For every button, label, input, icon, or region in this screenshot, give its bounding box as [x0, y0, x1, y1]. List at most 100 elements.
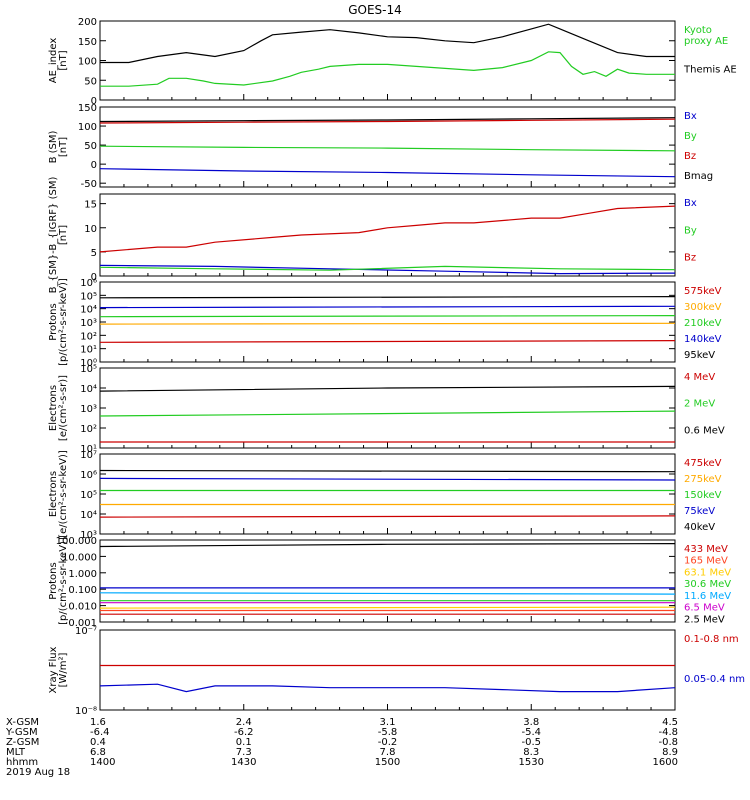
footer-value-4-4: 1600 [653, 757, 678, 768]
series-line-2-0 [99, 264, 676, 275]
legend-entry-3-4-0: 95keV [684, 350, 715, 361]
ylabel-1-0: B (SM) [48, 130, 59, 163]
footer-row-label-4: hhmm [6, 757, 38, 768]
series-line-3-4 [99, 296, 676, 299]
footer-value-0-4: 1400 [90, 757, 115, 768]
legend-entry-6-6-0: 2.5 MeV [684, 614, 725, 625]
footer-value-2-4: 1500 [375, 757, 400, 768]
footer-value-4-1: -4.8 [658, 727, 678, 738]
ytick-label-5-3: 10⁶ [80, 470, 97, 481]
ytick-label-3-4: 10⁴ [80, 305, 97, 316]
legend-entry-6-0-0: 433 MeV [684, 544, 728, 555]
legend-entry-1-0-0: Bx [684, 111, 697, 122]
footer-value-0-2: 0.4 [90, 737, 106, 748]
ylabel-5-0: Electrons [48, 471, 59, 517]
footer-value-4-3: 8.9 [662, 747, 678, 758]
series-line-5-0 [99, 515, 676, 518]
ylabel-4-1: [e/(cm²-s-sr)] [58, 375, 69, 441]
footer-value-2-3: 7.8 [380, 747, 396, 758]
series-line-0-0 [100, 51, 675, 87]
footer-value-4-2: -0.8 [658, 737, 678, 748]
footer-value-0-3: 6.8 [90, 747, 106, 758]
ylabel-1-1: [nT] [58, 137, 69, 157]
legend-entry-6-2-0: 63.1 MeV [684, 567, 731, 578]
series-line-7-1 [99, 683, 676, 693]
legend-entry-0-0-0: Kyoto [684, 25, 712, 36]
ytick-label-5-1: 10⁴ [80, 510, 97, 521]
ytick-label-2-0: 0 [91, 272, 97, 283]
ytick-label-6-3: 1.000 [68, 569, 97, 580]
legend-entry-2-2-0: Bz [684, 253, 696, 264]
ytick-label-4-3: 10⁴ [80, 384, 97, 395]
ytick-label-1-1: 0 [91, 160, 97, 171]
legend-entry-4-1-0: 2 MeV [684, 399, 715, 410]
ytick-label-1-4: 150 [78, 103, 97, 114]
legend-entry-6-1-0: 165 MeV [684, 556, 728, 567]
ytick-label-2-2: 10 [84, 224, 97, 235]
ytick-label-2-1: 5 [91, 248, 97, 259]
ytick-label-6-0: 0.001 [68, 618, 97, 629]
ytick-label-4-4: 10⁵ [80, 364, 97, 375]
footer-value-1-1: -6.2 [234, 727, 254, 738]
panel-frame-4 [99, 367, 676, 449]
legend-entry-3-1-0: 300keV [684, 302, 722, 313]
ylabel-0-0: AE_index [48, 38, 59, 84]
series-line-5-3 [99, 477, 676, 481]
legend-entry-2-1-0: By [684, 225, 697, 236]
ytick-label-3-5: 10⁵ [80, 291, 97, 302]
series-line-5-4 [99, 469, 676, 473]
legend-entry-6-5-0: 6.5 MeV [684, 603, 725, 614]
ytick-label-6-2: 0.100 [68, 585, 97, 596]
ytick-label-0-3: 150 [78, 37, 97, 48]
footer-value-3-2: -0.5 [521, 737, 541, 748]
ytick-label-4-0: 10¹ [80, 444, 97, 455]
ytick-label-6-1: 0.010 [68, 602, 97, 613]
ytick-label-3-6: 10⁶ [80, 278, 97, 289]
series-line-6-4 [99, 592, 676, 595]
footer-value-1-3: 7.3 [236, 747, 252, 758]
series-line-1-1 [99, 145, 676, 152]
panel-frame-2 [99, 193, 676, 277]
legend-entry-5-1-0: 275keV [684, 474, 722, 485]
ytick-label-4-1: 10² [80, 424, 97, 435]
legend-entry-2-0-0: Bx [684, 198, 697, 209]
legend-entry-6-4-0: 11.6 MeV [684, 591, 731, 602]
footer-row-label-3: MLT [6, 747, 26, 758]
footer-value-0-0: 1.6 [90, 717, 106, 728]
ytick-label-0-0: 0 [91, 96, 97, 107]
legend-entry-7-1-0: 0.05-0.4 nm [684, 674, 745, 685]
footer-value-1-0: 2.4 [236, 717, 252, 728]
legend-entry-7-0-0: 0.1-0.8 nm [684, 634, 739, 645]
series-line-1-2 [99, 118, 676, 124]
ytick-label-1-2: 50 [84, 141, 97, 152]
series-line-1-0 [99, 168, 676, 178]
series-line-4-2 [99, 385, 676, 392]
ylabel-3-1: [p/(cm²-s-sr-keV)] [58, 278, 69, 366]
footer-value-4-0: 4.5 [662, 717, 678, 728]
legend-entry-0-1-0: Themis AE [683, 65, 737, 76]
ytick-label-6-5: 100.000 [56, 536, 97, 547]
ylabel-6-0: Protons [48, 562, 59, 599]
ylabel-7-1: [W/m²] [58, 652, 69, 687]
ylabel-4-0: Electrons [48, 385, 59, 431]
ylabel-5-1: [e/(cm²-s-sr-keV)] [58, 450, 69, 538]
ytick-label-5-0: 10³ [80, 530, 97, 541]
series-line-0-1 [100, 23, 675, 64]
ytick-label-3-2: 10² [80, 331, 97, 342]
footer-row-label-2: Z-GSM [6, 737, 39, 748]
series-line-6-2 [99, 606, 676, 609]
legend-entry-5-0-0: 475keV [684, 458, 722, 469]
series-line-2-1 [99, 265, 676, 271]
ylabel-6-1: [p/(cm²-s-sr-keV)] [58, 537, 69, 625]
series-line-6-6 [99, 542, 676, 548]
legend-entry-1-2-0: Bz [684, 151, 696, 162]
footer-value-1-4: 1430 [231, 757, 256, 768]
series-line-3-0 [99, 340, 676, 343]
footer-value-0-1: -6.4 [90, 727, 110, 738]
footer-value-3-1: -5.4 [521, 727, 541, 738]
legend-entry-6-3-0: 30.6 MeV [684, 579, 731, 590]
panel-frame-7 [99, 629, 676, 711]
ytick-label-2-3: 15 [84, 200, 97, 211]
ytick-label-3-1: 10¹ [80, 345, 97, 356]
